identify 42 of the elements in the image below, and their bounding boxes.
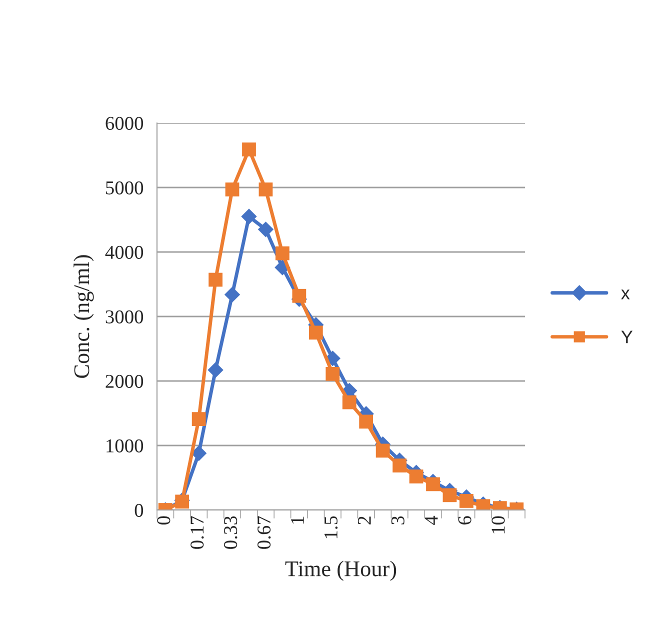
point <box>392 458 406 472</box>
point <box>376 444 390 458</box>
point <box>258 182 273 196</box>
x-tick-label: 1.5 <box>324 516 338 538</box>
point <box>175 494 190 509</box>
point <box>442 488 457 502</box>
x-tick-label: 3 <box>391 516 404 524</box>
x-tick-label: 0.33 <box>224 516 238 549</box>
point <box>359 414 374 429</box>
point <box>308 326 323 340</box>
x-tick-label: 1 <box>291 516 304 524</box>
x-tick-label: 2 <box>358 516 371 524</box>
point <box>326 366 340 381</box>
point <box>409 470 424 484</box>
point <box>208 362 224 378</box>
x-tick-label: 0.17 <box>190 516 204 549</box>
point <box>460 494 474 508</box>
point <box>208 272 222 287</box>
y-axis-title: Conc. (ng/ml) <box>74 255 94 378</box>
x-tick-label: 6 <box>458 516 472 524</box>
point <box>258 222 274 238</box>
x-tick-label: 10 <box>492 516 505 534</box>
y-tick-label: 5000 <box>106 181 144 194</box>
y-tick-label: 3000 <box>106 310 144 324</box>
x-tick-label: 4 <box>424 516 438 525</box>
point <box>426 477 440 492</box>
legend-label: x <box>621 290 630 300</box>
point <box>224 286 240 302</box>
point <box>342 395 356 410</box>
point <box>276 246 290 260</box>
point <box>241 208 257 224</box>
y-tick-label: 4000 <box>105 246 144 259</box>
y-tick-label: 1000 <box>106 439 144 452</box>
x-axis-title: Time (Hour) <box>285 560 396 581</box>
y-tick-label: 6000 <box>106 116 144 130</box>
legend-label: Y <box>621 330 633 344</box>
point <box>192 412 206 426</box>
point <box>242 142 256 156</box>
point <box>225 182 240 196</box>
x-tick-label: 0 <box>157 516 170 525</box>
x-tick-label: 0.67 <box>257 516 271 549</box>
y-tick-label: 2000 <box>106 374 144 388</box>
